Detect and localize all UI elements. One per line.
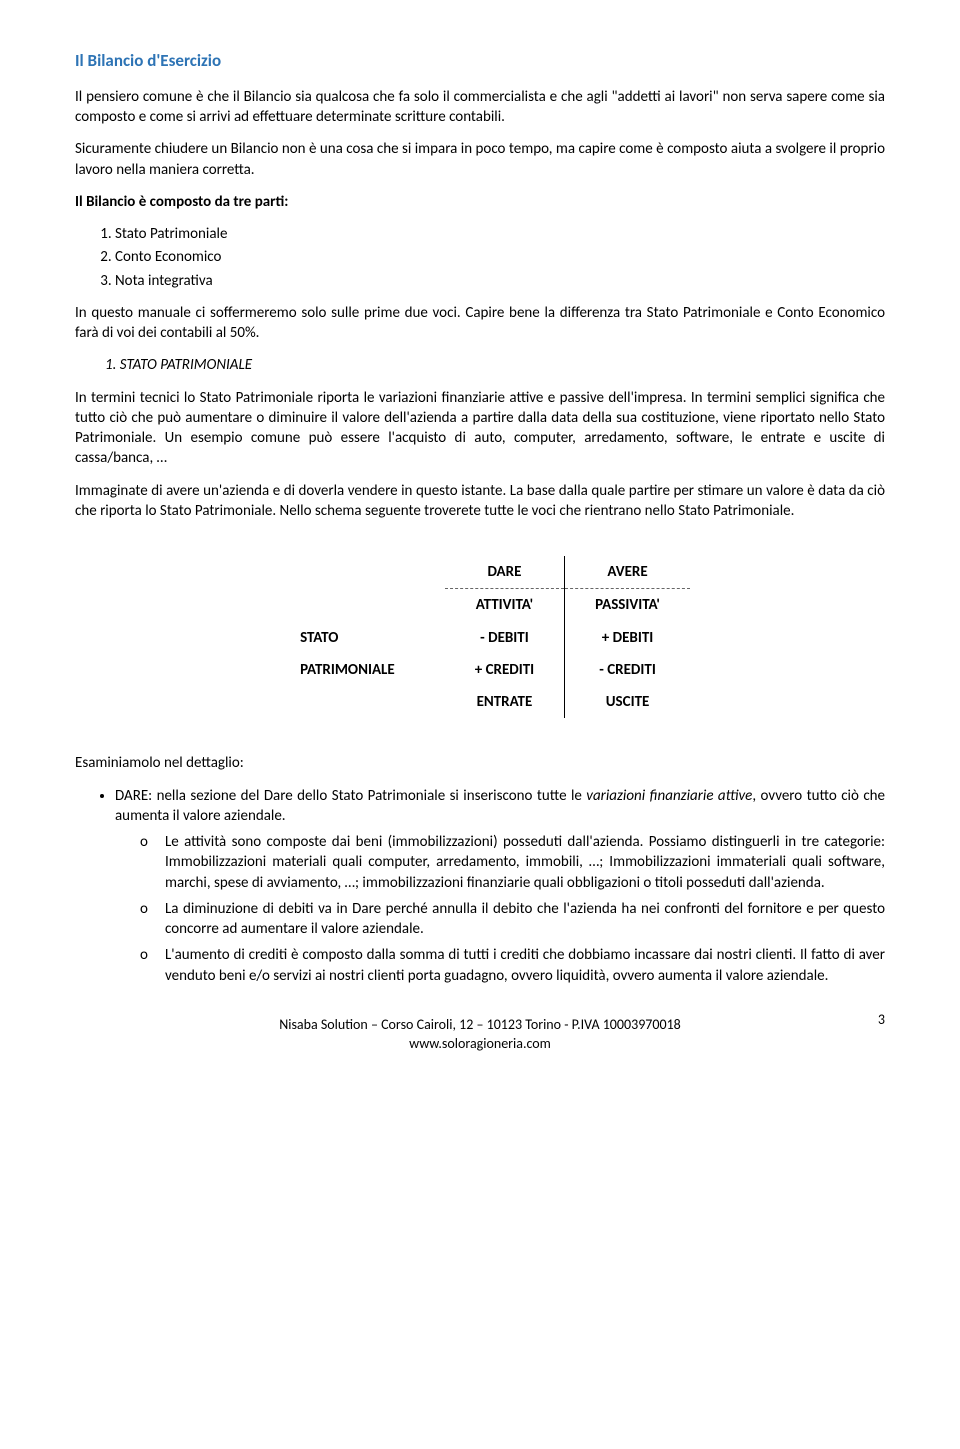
table-cell: USCITE xyxy=(565,686,690,718)
list-item: Stato Patrimoniale xyxy=(115,224,885,244)
table-container: DARE AVERE ATTIVITA' PASSIVITA' STATO - … xyxy=(75,556,885,718)
footer-line: www.soloragioneria.com xyxy=(75,1035,885,1054)
table-cell: + CREDITI xyxy=(445,654,565,686)
paragraph-bold: Il Bilancio è composto da tre parti: xyxy=(75,192,885,212)
footer: 3 Nisaba Solution – Corso Cairoli, 12 – … xyxy=(75,1016,885,1054)
table-label: PATRIMONIALE xyxy=(270,654,445,686)
section-heading: 1. STATO PATRIMONIALE xyxy=(105,355,885,375)
paragraph: Esaminiamolo nel dettaglio: xyxy=(75,753,885,773)
sub-list: Le attività sono composte dai beni (immo… xyxy=(140,832,885,986)
paragraph: In termini tecnici lo Stato Patrimoniale… xyxy=(75,388,885,469)
list-item: Nota integrativa xyxy=(115,271,885,291)
table-cell: ENTRATE xyxy=(445,686,565,718)
table-header: AVERE xyxy=(565,556,690,589)
page-title: Il Bilancio d'Esercizio xyxy=(75,50,885,73)
table-cell xyxy=(270,686,445,718)
ordered-list: Stato Patrimoniale Conto Economico Nota … xyxy=(115,224,885,291)
list-item: L'aumento di crediti è composto dalla so… xyxy=(140,945,885,986)
table-cell: - CREDITI xyxy=(565,654,690,686)
list-item: La diminuzione di debiti va in Dare perc… xyxy=(140,899,885,940)
text: DARE: nella sezione del Dare dello Stato… xyxy=(115,787,586,805)
page-number: 3 xyxy=(878,1011,885,1030)
table-cell: PASSIVITA' xyxy=(565,589,690,622)
table-cell xyxy=(270,589,445,622)
bullet-list: DARE: nella sezione del Dare dello Stato… xyxy=(115,786,885,986)
table-label: STATO xyxy=(270,622,445,654)
paragraph: Immaginate di avere un'azienda e di dove… xyxy=(75,481,885,522)
list-item: DARE: nella sezione del Dare dello Stato… xyxy=(115,786,885,986)
list-item: Le attività sono composte dai beni (immo… xyxy=(140,832,885,893)
italic-text: variazioni finanziarie attive xyxy=(586,787,752,805)
table-cell: - DEBITI xyxy=(445,622,565,654)
paragraph: Sicuramente chiudere un Bilancio non è u… xyxy=(75,139,885,180)
footer-line: Nisaba Solution – Corso Cairoli, 12 – 10… xyxy=(75,1016,885,1035)
stato-patrimoniale-table: DARE AVERE ATTIVITA' PASSIVITA' STATO - … xyxy=(270,556,690,718)
table-header: DARE xyxy=(445,556,565,589)
table-cell: ATTIVITA' xyxy=(445,589,565,622)
table-cell: + DEBITI xyxy=(565,622,690,654)
paragraph: Il pensiero comune è che il Bilancio sia… xyxy=(75,87,885,128)
list-item: Conto Economico xyxy=(115,247,885,267)
table-cell xyxy=(270,556,445,589)
paragraph: In questo manuale ci soffermeremo solo s… xyxy=(75,303,885,344)
